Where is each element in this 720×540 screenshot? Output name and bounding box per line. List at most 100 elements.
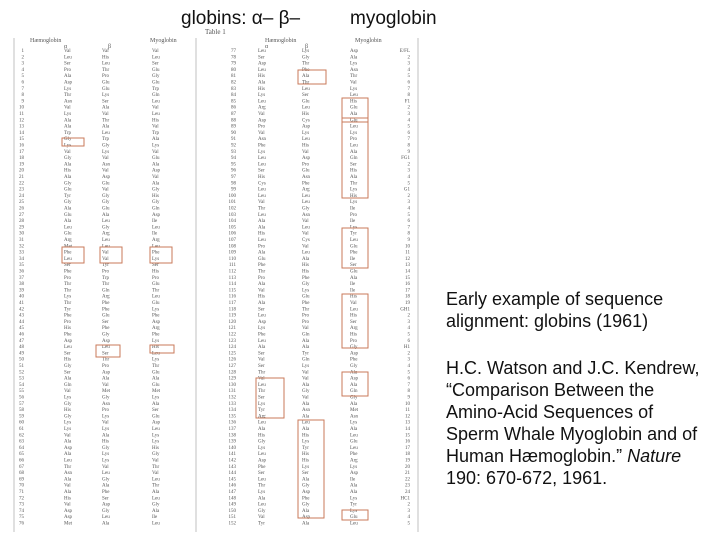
myoglobin-residue: Thr xyxy=(152,288,160,293)
alpha-residue: Tyr xyxy=(64,194,71,199)
helix-position-right: 3 xyxy=(408,200,411,205)
row-number-mid: 98 xyxy=(231,181,237,186)
alpha-residue: Ala xyxy=(64,125,72,130)
beta-residue: Val xyxy=(102,188,109,193)
row-number-mid: 80 xyxy=(231,68,237,73)
beta-residue-right: Gly xyxy=(302,389,310,394)
alpha-residue-right: Leu xyxy=(258,188,266,193)
helix-position-right: 5 xyxy=(408,74,411,79)
myoglobin-residue: Gly xyxy=(152,74,160,79)
alpha-residue: Pro xyxy=(64,68,71,73)
alpha-residue: Asp xyxy=(64,339,73,344)
helix-position-right: E/FL xyxy=(400,49,410,54)
caption-early-example: Early example of sequence alignment: glo… xyxy=(446,289,664,331)
myoglobin-residue-right: Ser xyxy=(350,162,357,167)
conserved-residue-highlight xyxy=(341,509,369,521)
myoglobin-residue: Leu xyxy=(152,351,160,356)
row-number-left: 38 xyxy=(19,282,25,287)
alpha-residue: Thr xyxy=(64,288,72,293)
beta-residue-right: His xyxy=(302,452,309,457)
myoglobin-residue: Leu xyxy=(152,225,160,230)
helix-position-right: 21 xyxy=(405,471,411,476)
beta-residue-right: Leu xyxy=(302,137,310,142)
myoglobin-residue-right: Glu xyxy=(350,244,358,249)
row-number-left: 10 xyxy=(19,106,25,111)
myoglobin-residue-right: Ala xyxy=(350,484,358,489)
alpha-residue-right: Leu xyxy=(258,503,266,508)
myoglobin-residue: Met xyxy=(152,389,161,394)
alpha-residue: Phe xyxy=(64,251,72,256)
helix-position-right: 2 xyxy=(408,162,411,167)
alpha-residue: His xyxy=(64,496,71,501)
alpha-residue-right: Leu xyxy=(258,99,266,104)
row-number-mid: 101 xyxy=(229,200,237,205)
helix-position-right: 22 xyxy=(405,477,411,482)
alpha-residue-right: Ser xyxy=(258,307,265,312)
citation-watson-kendrew: H.C. Watson and J.C. Kendrew, “Compariso… xyxy=(446,357,708,489)
beta-residue-right: Ala xyxy=(302,339,310,344)
beta-residue-right: His xyxy=(302,270,309,275)
alpha-residue-right: Val xyxy=(258,131,265,136)
alpha-residue: Val xyxy=(64,433,71,438)
row-number-left: 41 xyxy=(19,301,25,306)
myoglobin-residue: Val xyxy=(152,471,159,476)
row-number-left: 66 xyxy=(19,459,25,464)
alpha-residue: Thr xyxy=(64,93,72,98)
row-number-left: 62 xyxy=(19,433,25,438)
myoglobin-residue-right: Ile xyxy=(350,207,356,212)
alpha-residue-right: Pro xyxy=(258,244,265,249)
row-number-mid: 82 xyxy=(231,81,237,86)
row-number-mid: 125 xyxy=(229,351,237,356)
row-number-mid: 87 xyxy=(231,112,237,117)
row-number-mid: 85 xyxy=(231,99,237,104)
row-number-mid: 142 xyxy=(229,459,237,464)
alpha-residue-right: His xyxy=(258,232,265,237)
alpha-residue-right: Phe xyxy=(258,144,266,149)
alpha-residue: Leu xyxy=(64,257,72,262)
alpha-residue-right: Ala xyxy=(258,345,266,350)
myoglobin-residue-right: Lys xyxy=(350,188,357,193)
row-number-left: 65 xyxy=(19,452,25,457)
row-number-left: 60 xyxy=(19,421,25,426)
beta-residue-right: Glu xyxy=(302,99,310,104)
row-number-left: 57 xyxy=(19,402,25,407)
beta-residue: Pro xyxy=(102,408,109,413)
alpha-residue: Asp xyxy=(64,509,73,514)
row-number-mid: 127 xyxy=(229,364,237,369)
myoglobin-residue: Leu xyxy=(152,496,160,501)
row-number-left: 24 xyxy=(19,194,25,199)
alpha-residue-right: Val xyxy=(258,200,265,205)
helix-position-right: 2 xyxy=(408,314,411,319)
helix-position-right: 8 xyxy=(408,144,411,149)
beta-residue: Arg xyxy=(102,232,110,237)
alpha-residue: Ala xyxy=(64,452,72,457)
beta-residue: Val xyxy=(102,156,109,161)
row-number-mid: 144 xyxy=(229,471,237,476)
alpha-residue-right: Ala xyxy=(258,282,266,287)
row-number-left: 17 xyxy=(19,150,25,155)
alpha-residue-right: Leu xyxy=(258,452,266,457)
beta-residue-right: Ala xyxy=(302,257,310,262)
myoglobin-residue: Trp xyxy=(152,131,160,136)
myoglobin-residue: His xyxy=(152,446,159,451)
row-number-left: 44 xyxy=(19,320,25,325)
beta-residue: Gly xyxy=(102,200,110,205)
row-number-left: 72 xyxy=(19,496,25,501)
helix-position-right: 10 xyxy=(405,244,411,249)
alpha-residue: His xyxy=(64,358,71,363)
helix-position-right: 12 xyxy=(405,414,411,419)
beta-residue: Leu xyxy=(102,345,110,350)
beta-residue-right: Gly xyxy=(302,207,310,212)
beta-residue: Val xyxy=(102,251,109,256)
row-number-mid: 105 xyxy=(229,225,237,230)
myoglobin-residue: Val xyxy=(152,459,159,464)
helix-position-right: 4 xyxy=(408,207,411,212)
row-number-left: 2 xyxy=(22,55,25,60)
helix-position-right: 3 xyxy=(408,112,411,117)
myoglobin-residue-right: Lys xyxy=(350,200,357,205)
alpha-residue: Leu xyxy=(64,55,72,60)
helix-position-right: 14 xyxy=(405,427,411,432)
beta-residue: Ala xyxy=(102,484,110,489)
alpha-residue: Ser xyxy=(64,263,71,268)
alpha-residue-right: Leu xyxy=(258,49,266,54)
